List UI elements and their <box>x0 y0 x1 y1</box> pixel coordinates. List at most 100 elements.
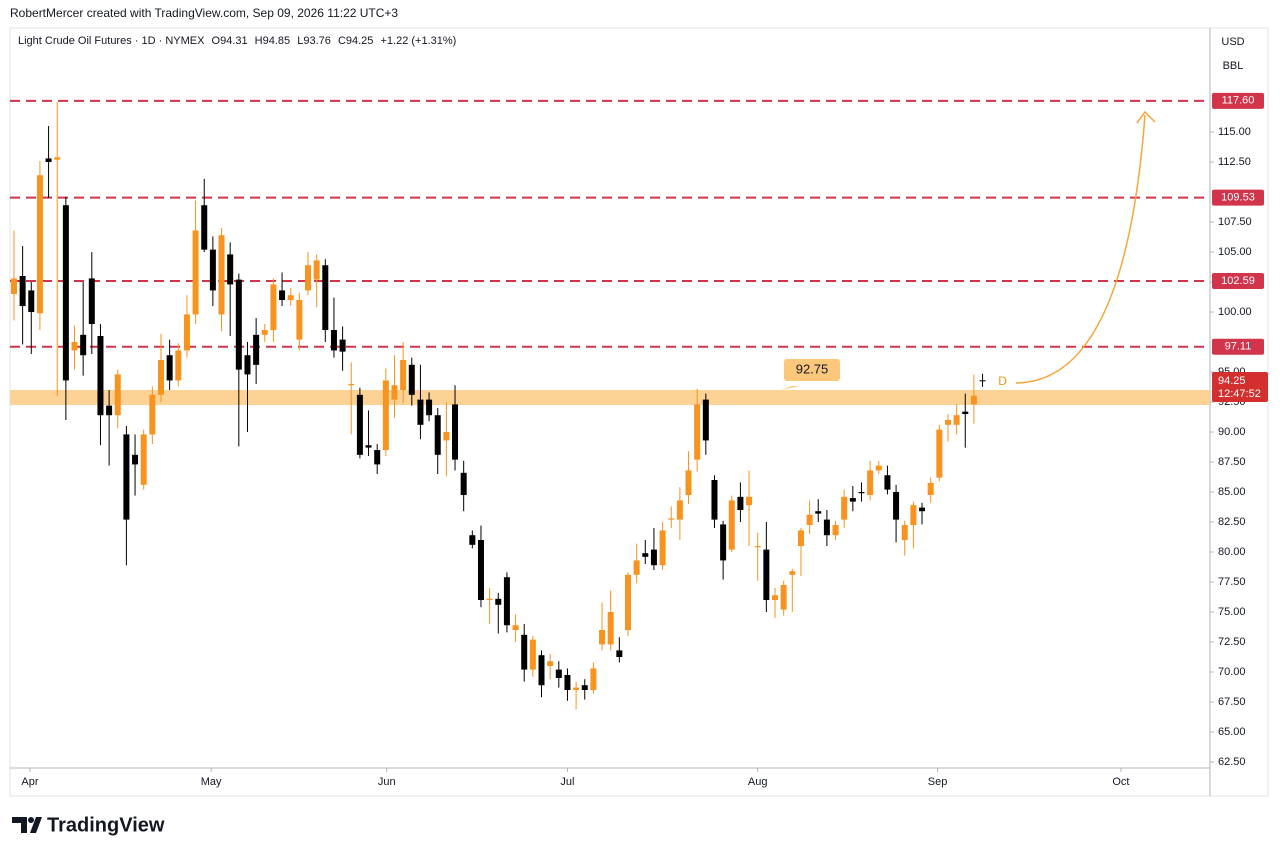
candle-body <box>702 399 709 441</box>
candle-body <box>659 530 666 566</box>
candle-body <box>927 483 934 496</box>
brand-name: TradingView <box>47 814 165 836</box>
candle-body <box>391 385 398 400</box>
level-label-bg <box>1212 189 1264 206</box>
candle-body <box>789 571 796 575</box>
level-label-bg <box>1212 272 1264 289</box>
candle-body <box>728 500 735 550</box>
candle-body <box>54 157 61 160</box>
projection-arrow <box>1015 114 1146 384</box>
y-tick-label: 100.00 <box>1218 306 1252 318</box>
candle-body <box>45 158 52 163</box>
candle-body <box>599 630 606 645</box>
candle-body <box>962 411 969 415</box>
candle-body <box>261 330 268 335</box>
candle-body <box>330 330 337 351</box>
zone-label: 92.75 <box>796 361 829 376</box>
candle-body <box>140 434 147 485</box>
candle-body <box>469 535 476 545</box>
candle-body <box>754 546 761 548</box>
candle-body <box>253 334 260 365</box>
candle-body <box>772 595 779 601</box>
candle-body <box>88 278 95 325</box>
y-tick-label: 115.00 <box>1218 126 1251 138</box>
zone-label-bg <box>784 359 840 382</box>
y-tick-label: 85.00 <box>1218 486 1246 498</box>
candle-body <box>486 598 493 601</box>
candle-body <box>979 380 986 382</box>
y-tick-label: 105.00 <box>1218 246 1252 258</box>
candle-body <box>970 395 977 405</box>
last-price: 94.25 <box>1218 375 1246 387</box>
candle-body <box>114 374 121 416</box>
candle-body <box>339 339 346 352</box>
candle-body <box>780 585 787 610</box>
candle-body <box>616 650 623 658</box>
level-label-bg <box>1212 338 1264 355</box>
candle-body <box>642 553 649 557</box>
candle-body <box>823 519 830 536</box>
candle-body <box>348 384 355 386</box>
brand-logo: TradingView <box>12 814 165 836</box>
legend-close: C94.25 <box>338 35 373 47</box>
candle-body <box>884 475 891 490</box>
x-tick-label: Sep <box>928 776 948 788</box>
candle-body <box>477 540 484 601</box>
y-tick-label: 90.00 <box>1218 426 1246 438</box>
candle-body <box>192 230 199 315</box>
y-tick-label: 70.00 <box>1218 666 1246 678</box>
candle-body <box>944 420 951 425</box>
symbol-title: Light Crude Oil Futures · 1D · NYMEX <box>18 35 205 47</box>
y-tick-label: 72.50 <box>1218 636 1246 648</box>
candle-body <box>797 530 804 547</box>
x-tick-label: Jun <box>378 776 396 788</box>
candle-body <box>71 342 78 351</box>
candle-body <box>106 405 113 416</box>
arrow-head <box>1136 110 1156 124</box>
candle-body <box>694 404 701 460</box>
x-tick-label: Aug <box>748 776 768 788</box>
x-tick-label: Jul <box>560 776 574 788</box>
candle-body <box>547 661 554 667</box>
candle-body <box>270 284 277 331</box>
candle-body <box>166 355 173 381</box>
legend-change: +1.22 (+1.31%) <box>380 35 456 47</box>
y-tick-label: 62.50 <box>1218 756 1246 768</box>
candle-body <box>633 560 640 575</box>
candle-body <box>564 675 571 691</box>
candle-body <box>365 445 372 448</box>
candle-body <box>313 260 320 280</box>
logo-dot <box>28 817 34 823</box>
candle-body <box>893 492 900 520</box>
y-tick-label: 107.50 <box>1218 216 1252 228</box>
candle-body <box>495 598 502 605</box>
candle-body <box>676 500 683 520</box>
legend-high: H94.85 <box>255 35 290 47</box>
candle-body <box>555 669 562 679</box>
candle-body <box>408 364 415 395</box>
last-price-bg <box>1212 372 1268 403</box>
candle-body <box>867 470 874 496</box>
legend-low: L93.76 <box>297 35 331 47</box>
currency: USD <box>1221 36 1244 48</box>
y-tick-label: 82.50 <box>1218 516 1246 528</box>
candle-body <box>521 634 528 670</box>
candle-body <box>443 432 450 441</box>
level-label: 102.59 <box>1221 275 1255 287</box>
candle-body <box>720 524 727 561</box>
candle-body <box>296 300 303 340</box>
candle-body <box>322 265 329 331</box>
y-tick-label: 87.50 <box>1218 456 1246 468</box>
candle-body <box>201 205 208 250</box>
candle-body <box>460 472 467 496</box>
candle-body <box>607 612 614 645</box>
credit: RobertMercer created with TradingView.co… <box>10 6 398 20</box>
y-tick-label: 65.00 <box>1218 726 1246 738</box>
candle-body <box>218 235 225 315</box>
candle-body <box>806 514 813 526</box>
candle-body <box>149 394 156 435</box>
zone-label-pointer <box>780 386 800 391</box>
candle-body <box>10 278 17 295</box>
frame <box>9 27 1269 797</box>
